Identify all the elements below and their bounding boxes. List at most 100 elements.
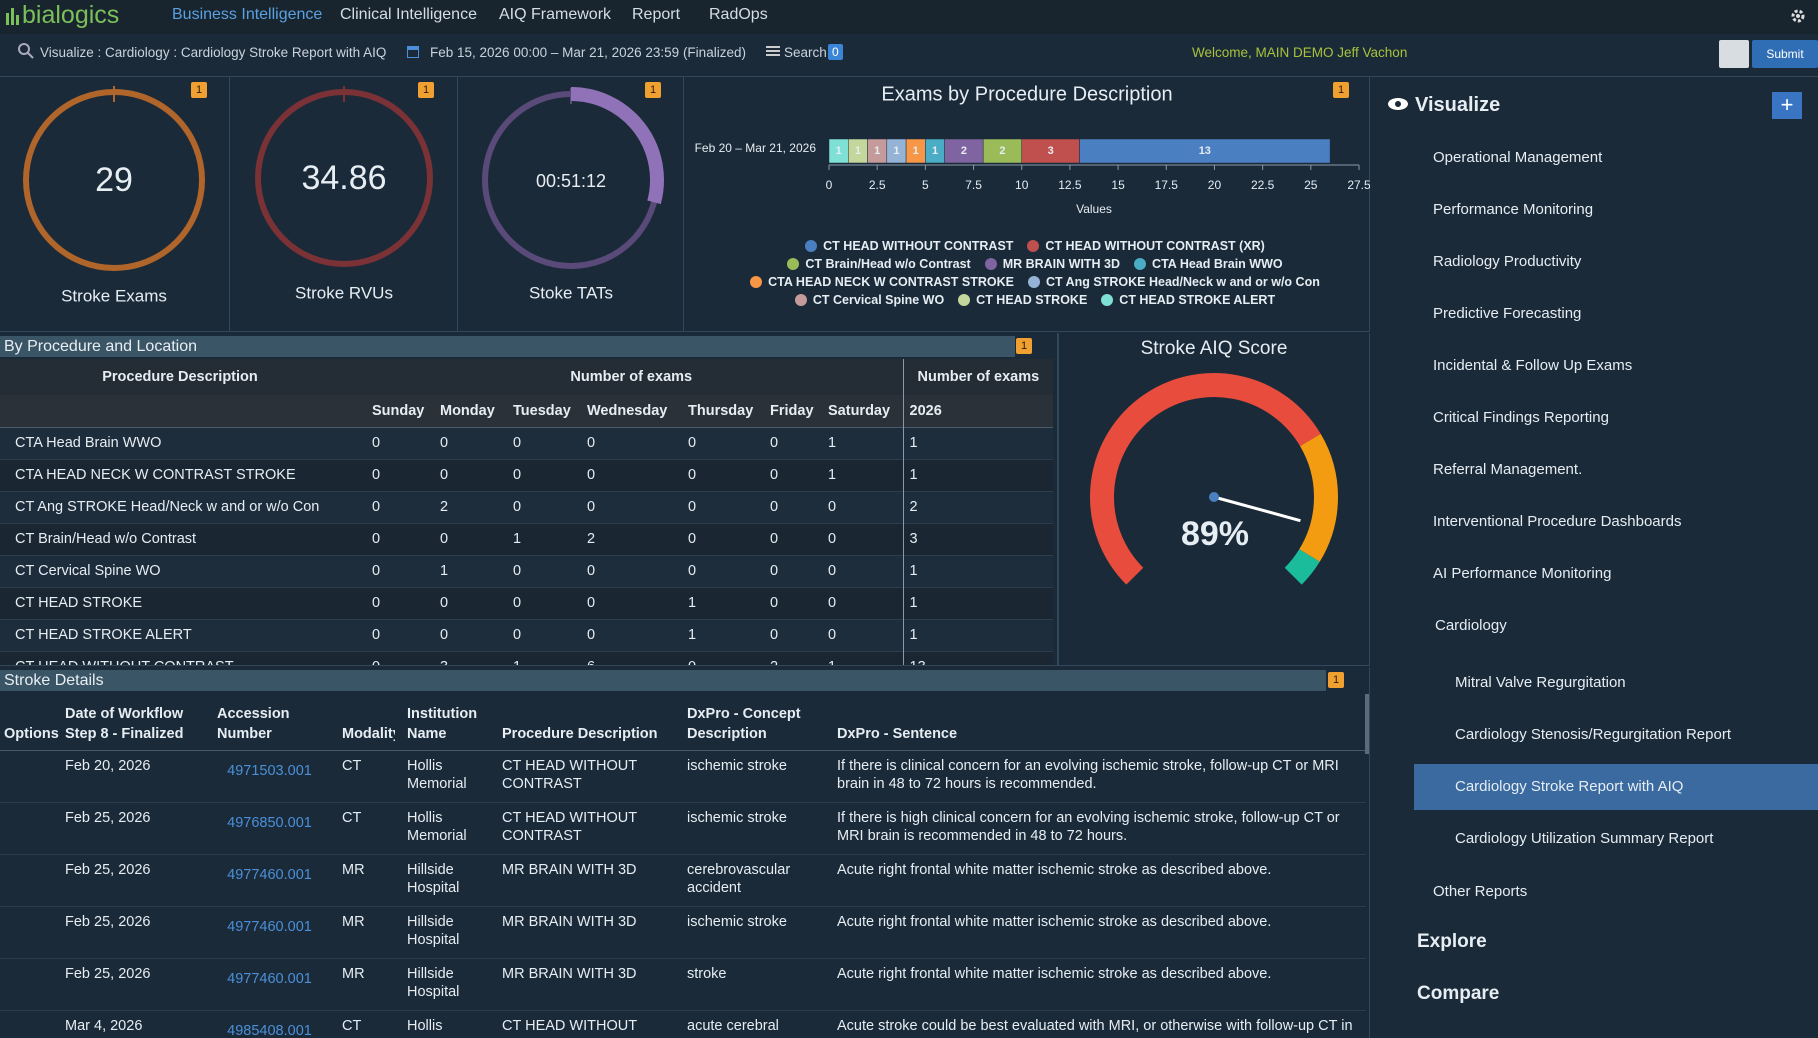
- section-item[interactable]: Explore: [1417, 931, 1487, 952]
- filter-badge[interactable]: 1: [645, 82, 662, 98]
- table-cell: Acute right frontal white matter ischemi…: [837, 913, 1272, 930]
- x-tick-label: 0: [826, 178, 833, 192]
- filter-badge[interactable]: 1: [1016, 338, 1033, 354]
- table-cell: 0: [688, 467, 697, 483]
- accession-link[interactable]: 4977460.001: [227, 970, 312, 987]
- legend-item[interactable]: CT Ang STROKE Head/Neck w and or w/o Con: [1027, 275, 1320, 289]
- table-cell: 2: [440, 499, 449, 515]
- table-cell: 0: [587, 435, 596, 451]
- table-row: CT HEAD STROKE 0 0 0 0 1 0 0 1: [0, 587, 1054, 619]
- date-range[interactable]: Feb 15, 2026 00:00 – Mar 21, 2026 23:59 …: [430, 45, 746, 60]
- table-cell: Feb 25, 2026: [65, 913, 151, 930]
- accession-link[interactable]: 4985408.001: [227, 1022, 312, 1038]
- legend-item[interactable]: CT Cervical Spine WO: [794, 293, 945, 307]
- folder-item[interactable]: Other Reports: [1433, 883, 1528, 900]
- accession-link[interactable]: 4971503.001: [227, 762, 312, 779]
- header-cell: Date of Workflow Step 8 - Finalized: [65, 705, 184, 742]
- search-label[interactable]: Search: [784, 45, 827, 60]
- accession-link[interactable]: 4976850.001: [227, 814, 312, 831]
- kpi-panel: 1: [0, 77, 230, 332]
- breadcrumb[interactable]: Visualize : Cardiology : Cardiology Stro…: [40, 45, 387, 60]
- table-cell: CT: [342, 757, 362, 774]
- x-tick-label: 2.5: [869, 178, 886, 192]
- table-cell: 2: [758, 651, 816, 665]
- folder-item[interactable]: Critical Findings Reporting: [1433, 409, 1609, 426]
- filter-badge[interactable]: 1: [418, 82, 435, 98]
- report-item[interactable]: Cardiology Utilization Summary Report: [1455, 830, 1714, 847]
- table-cell: 6: [575, 651, 676, 665]
- folder-item[interactable]: Operational Management: [1433, 149, 1603, 166]
- scrollbar[interactable]: [1365, 694, 1369, 754]
- legend-label: CTA Head Brain WWO: [1152, 257, 1283, 271]
- nav-item[interactable]: Clinical Intelligence: [340, 6, 477, 23]
- legend-item[interactable]: CT Brain/Head w/o Contrast: [787, 257, 971, 271]
- bar-value-label: 1: [836, 145, 842, 157]
- legend-item[interactable]: MR BRAIN WITH 3D: [984, 257, 1120, 271]
- folder-item[interactable]: Interventional Procedure Dashboards: [1433, 513, 1682, 530]
- table-cell: Hillside Hospital: [407, 965, 460, 1000]
- section-item[interactable]: Compare: [1417, 983, 1500, 1004]
- table-cell: 0: [440, 531, 449, 547]
- accession-link[interactable]: 4977460.001: [227, 918, 312, 935]
- header-cell: Friday: [770, 402, 814, 419]
- folder-item[interactable]: Incidental & Follow Up Exams: [1433, 357, 1633, 374]
- table-cell: 0: [770, 627, 779, 643]
- kpi-label: Stroke Exams: [61, 286, 167, 305]
- table-cell: 0: [587, 595, 596, 611]
- top-nav: bialogics Business Intelligence Clinical …: [0, 0, 1818, 34]
- header-cell: Procedure Description: [102, 369, 258, 385]
- filter-badge[interactable]: 1: [1328, 672, 1345, 688]
- legend-item[interactable]: CT HEAD WITHOUT CONTRAST: [805, 239, 1013, 253]
- logo[interactable]: bialogics: [22, 1, 120, 29]
- folder-item[interactable]: Cardiology: [1435, 617, 1507, 634]
- legend-swatch: [794, 294, 807, 306]
- table-cell: 0: [676, 651, 758, 665]
- table-cell: 13: [902, 651, 1054, 665]
- nav-item[interactable]: AIQ Framework: [499, 6, 612, 23]
- filter-sliders-icon: [766, 46, 780, 56]
- table-row: CTA HEAD NECK W CONTRAST STROKE 0 0 0 0 0 0 1 1: [0, 459, 1054, 491]
- table-row: CT HEAD WITHOUT CONTRAST031602113: [0, 651, 1054, 665]
- add-button[interactable]: +: [1772, 92, 1802, 119]
- legend-item[interactable]: CT HEAD STROKE ALERT: [1101, 293, 1275, 307]
- report-item[interactable]: Mitral Valve Regurgitation: [1455, 674, 1626, 691]
- table-cell: 0: [513, 627, 522, 643]
- submit-button[interactable]: Submit: [1752, 40, 1818, 68]
- settings-icon[interactable]: [1790, 8, 1806, 24]
- bar-segment: [982, 138, 1022, 164]
- filter-badge[interactable]: 1: [191, 82, 208, 98]
- folder-item[interactable]: Referral Management.: [1433, 461, 1583, 478]
- header-row: Sunday Monday Tuesday Wednesday Thursday Frid…: [0, 395, 1054, 427]
- legend-swatch: [750, 276, 763, 288]
- options-cell: [0, 802, 60, 854]
- legend-label: CT Cervical Spine WO: [812, 293, 945, 307]
- header-cell: DxPro - Concept Description: [687, 705, 801, 742]
- table-cell: 0: [372, 467, 381, 483]
- nav-item[interactable]: Report: [632, 6, 681, 23]
- table-cell: CT HEAD STROKE: [15, 595, 143, 611]
- folder-item[interactable]: Performance Monitoring: [1433, 201, 1594, 218]
- legend-item[interactable]: CT HEAD WITHOUT CONTRAST (XR): [1027, 239, 1265, 253]
- chart-title: Exams by Procedure Description: [881, 83, 1172, 105]
- legend-item[interactable]: CTA HEAD NECK W CONTRAST STROKE: [750, 275, 1014, 289]
- table-cell: 0: [372, 531, 381, 547]
- download-button[interactable]: [1719, 40, 1749, 68]
- folder-item[interactable]: Radiology Productivity: [1433, 253, 1582, 270]
- header-cell: Accession Number: [217, 705, 290, 742]
- sidebar: Visualize + Operational Management Perfor…: [1371, 77, 1818, 1038]
- folder-item[interactable]: AI Performance Monitoring: [1433, 565, 1612, 582]
- nav-item[interactable]: RadOps: [709, 6, 768, 23]
- folder-item[interactable]: Predictive Forecasting: [1433, 305, 1582, 322]
- nav-item[interactable]: Business Intelligence: [172, 6, 323, 23]
- report-item[interactable]: Cardiology Stenosis/Regurgitation Report: [1455, 726, 1731, 743]
- header-cell: Number of exams: [902, 359, 1054, 395]
- legend-row: CT HEAD WITHOUT CONTRAST CT HEAD WITHOUT …: [735, 239, 1335, 253]
- table-cell: MR BRAIN WITH 3D: [502, 861, 637, 878]
- report-item[interactable]: Cardiology Stroke Report with AIQ: [1455, 778, 1684, 795]
- legend-item[interactable]: CT HEAD STROKE: [958, 293, 1087, 307]
- legend-item[interactable]: CTA Head Brain WWO: [1134, 257, 1283, 271]
- filter-badge[interactable]: 1: [1333, 82, 1350, 98]
- accession-link[interactable]: 4977460.001: [227, 866, 312, 883]
- bar-value-label: 1: [913, 145, 919, 157]
